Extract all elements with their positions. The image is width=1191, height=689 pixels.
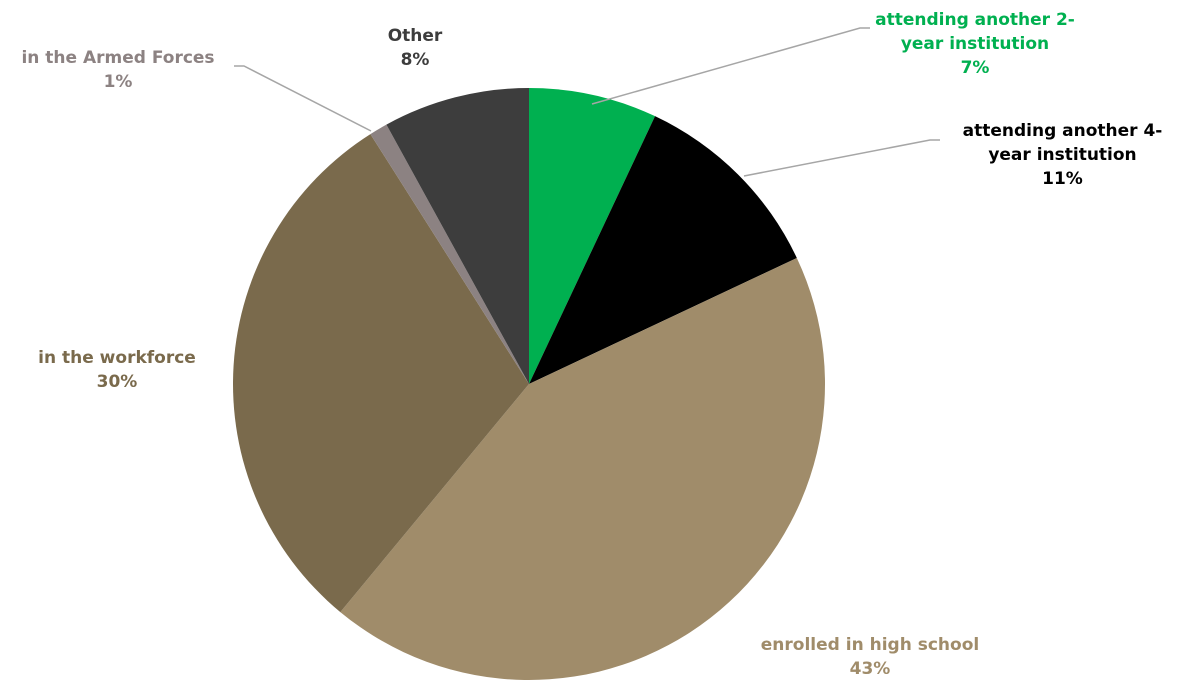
slice-workforce [233,134,529,613]
slice-high-school [340,257,826,681]
leader-line-armed [234,65,372,132]
label-4yr: attending another 4- year institution 11… [962,121,1163,189]
leader-lines [234,27,940,177]
label-armed-forces: in the Armed Forces 1% [21,48,215,92]
label-workforce: in the workforce 30% [38,348,196,392]
leader-line-4yr [743,139,940,177]
label-other: Other 8% [387,26,443,70]
pie-slices [233,87,826,681]
label-high-school: enrolled in high school 43% [760,635,980,679]
leader-line-2yr [591,27,870,105]
slice-2yr [529,87,656,384]
slice-4yr [529,116,797,385]
slice-other [386,88,529,384]
slice-armed-forces [370,124,529,385]
label-2yr: attending another 2- year institution 7% [875,10,1075,78]
